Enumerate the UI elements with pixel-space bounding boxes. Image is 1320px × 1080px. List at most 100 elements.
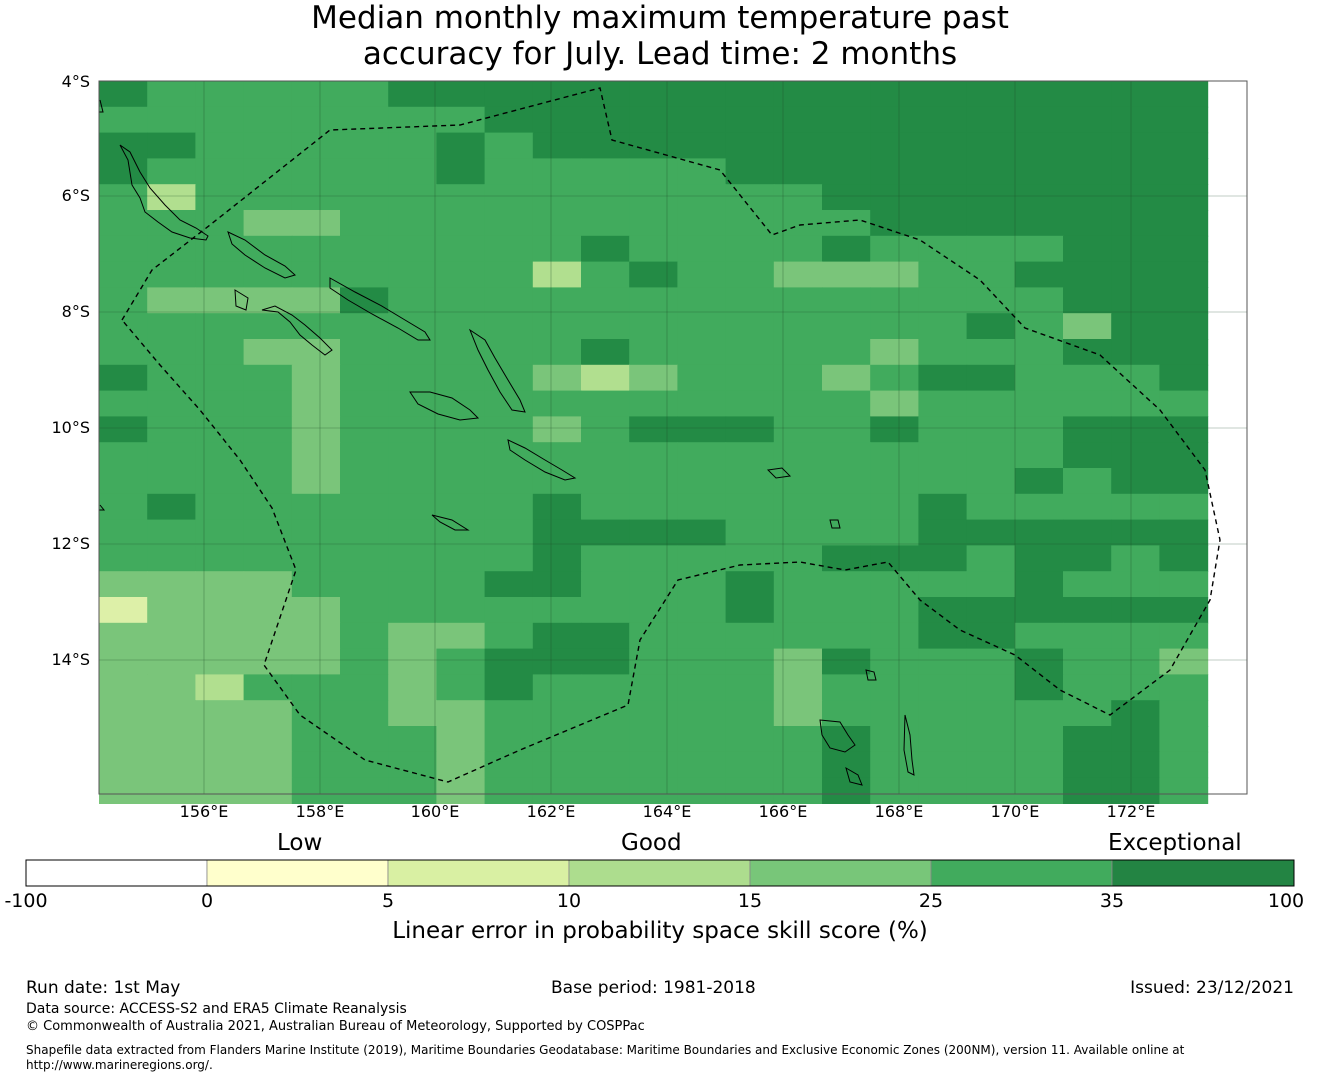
grid-cell <box>918 622 968 650</box>
grid-cell <box>966 726 1016 753</box>
lon-tick-label: 156°E <box>179 802 229 821</box>
grid-cell <box>147 468 196 495</box>
grid-cell <box>484 210 534 237</box>
grid-cell <box>725 597 775 624</box>
grid-cell <box>1063 442 1112 469</box>
grid-cell <box>340 313 389 340</box>
grid-cell <box>243 493 293 521</box>
grid-cell <box>243 468 293 495</box>
grid-cell <box>773 313 823 340</box>
grid-cell <box>966 416 1016 443</box>
grid-cell <box>1063 545 1112 572</box>
grid-cell <box>822 106 871 134</box>
grid-cell <box>436 442 486 469</box>
grid-cell <box>822 313 871 340</box>
grid-cell <box>870 597 919 624</box>
grid-cell <box>725 132 775 159</box>
grid-cell <box>484 81 534 108</box>
grid-cell <box>677 777 727 804</box>
grid-cell <box>870 81 919 108</box>
graticule-lines <box>99 80 1247 794</box>
grid-cell <box>243 339 293 366</box>
coastline-malekula <box>845 766 863 786</box>
grid-cell <box>725 106 775 134</box>
grid-cell <box>966 622 1016 650</box>
grid-cell <box>484 339 534 366</box>
grid-cell <box>99 235 148 263</box>
grid-cell <box>436 416 486 443</box>
grid-cell <box>1159 571 1209 598</box>
grid-cell <box>725 648 775 675</box>
grid-cell <box>340 158 389 185</box>
grid-cell <box>291 545 341 572</box>
grid-cell <box>918 106 968 134</box>
grid-cell <box>532 622 582 650</box>
grid-cell <box>918 468 968 495</box>
grid-cell <box>629 519 678 546</box>
grid-cell <box>243 81 293 108</box>
grid-cell <box>243 390 293 417</box>
grid-cell <box>1014 751 1064 779</box>
grid-cell <box>195 184 245 211</box>
grid-cell <box>1111 751 1160 779</box>
grid-cell <box>436 571 486 598</box>
grid-cell <box>1111 390 1160 417</box>
grid-cell <box>99 184 148 211</box>
grid-cell <box>629 184 678 211</box>
grid-cell <box>532 132 582 159</box>
grid-cell <box>99 545 148 572</box>
grid-cell <box>1111 622 1160 650</box>
grid-cell <box>291 571 341 598</box>
grid-cell <box>1111 726 1160 753</box>
grid-cell <box>291 235 341 263</box>
grid-cell <box>291 777 341 804</box>
grid-cell <box>340 777 389 804</box>
grid-cell <box>822 287 871 314</box>
grid-cell <box>388 81 437 108</box>
grid-cell <box>195 235 245 263</box>
grid-cell <box>340 468 389 495</box>
colorbar-segment <box>930 859 1113 887</box>
grid-cell <box>725 674 775 701</box>
run-date: Run date: 1st May <box>26 978 181 998</box>
grid-cell <box>629 442 678 469</box>
grid-cell <box>870 158 919 185</box>
grid-cell <box>340 390 389 417</box>
grid-cell <box>725 81 775 108</box>
grid-cell <box>725 158 775 185</box>
grid-cell <box>1159 313 1209 340</box>
grid-cell <box>1111 442 1160 469</box>
grid-cell <box>1159 648 1209 675</box>
grid-cell <box>1111 261 1160 288</box>
grid-cell <box>291 390 341 417</box>
grid-cell <box>1014 416 1064 443</box>
grid-cell <box>436 132 486 159</box>
grid-cell <box>1159 235 1209 263</box>
coastline-santa-isabel <box>329 277 431 341</box>
grid-cell <box>436 777 486 804</box>
grid-cell <box>1014 674 1064 701</box>
grid-cell <box>1159 519 1209 546</box>
grid-cell <box>147 674 196 701</box>
grid-cell <box>581 132 630 159</box>
grid-cell <box>243 132 293 159</box>
grid-cell <box>243 158 293 185</box>
grid-cell <box>99 493 148 521</box>
grid-cell <box>532 468 582 495</box>
grid-cell <box>532 545 582 572</box>
grid-cell <box>388 184 437 211</box>
grid-cell <box>581 390 630 417</box>
grid-cell <box>966 571 1016 598</box>
grid-cell <box>340 210 389 237</box>
grid-cell <box>581 751 630 779</box>
grid-cell <box>147 106 196 134</box>
grid-cell <box>1063 700 1112 727</box>
grid-cell <box>291 81 341 108</box>
grid-cell <box>99 390 148 417</box>
grid-cell <box>484 261 534 288</box>
grid-cell <box>147 261 196 288</box>
grid-cell <box>581 493 630 521</box>
grid-cell <box>243 751 293 779</box>
grid-cell <box>243 545 293 572</box>
grid-cell <box>1159 674 1209 701</box>
